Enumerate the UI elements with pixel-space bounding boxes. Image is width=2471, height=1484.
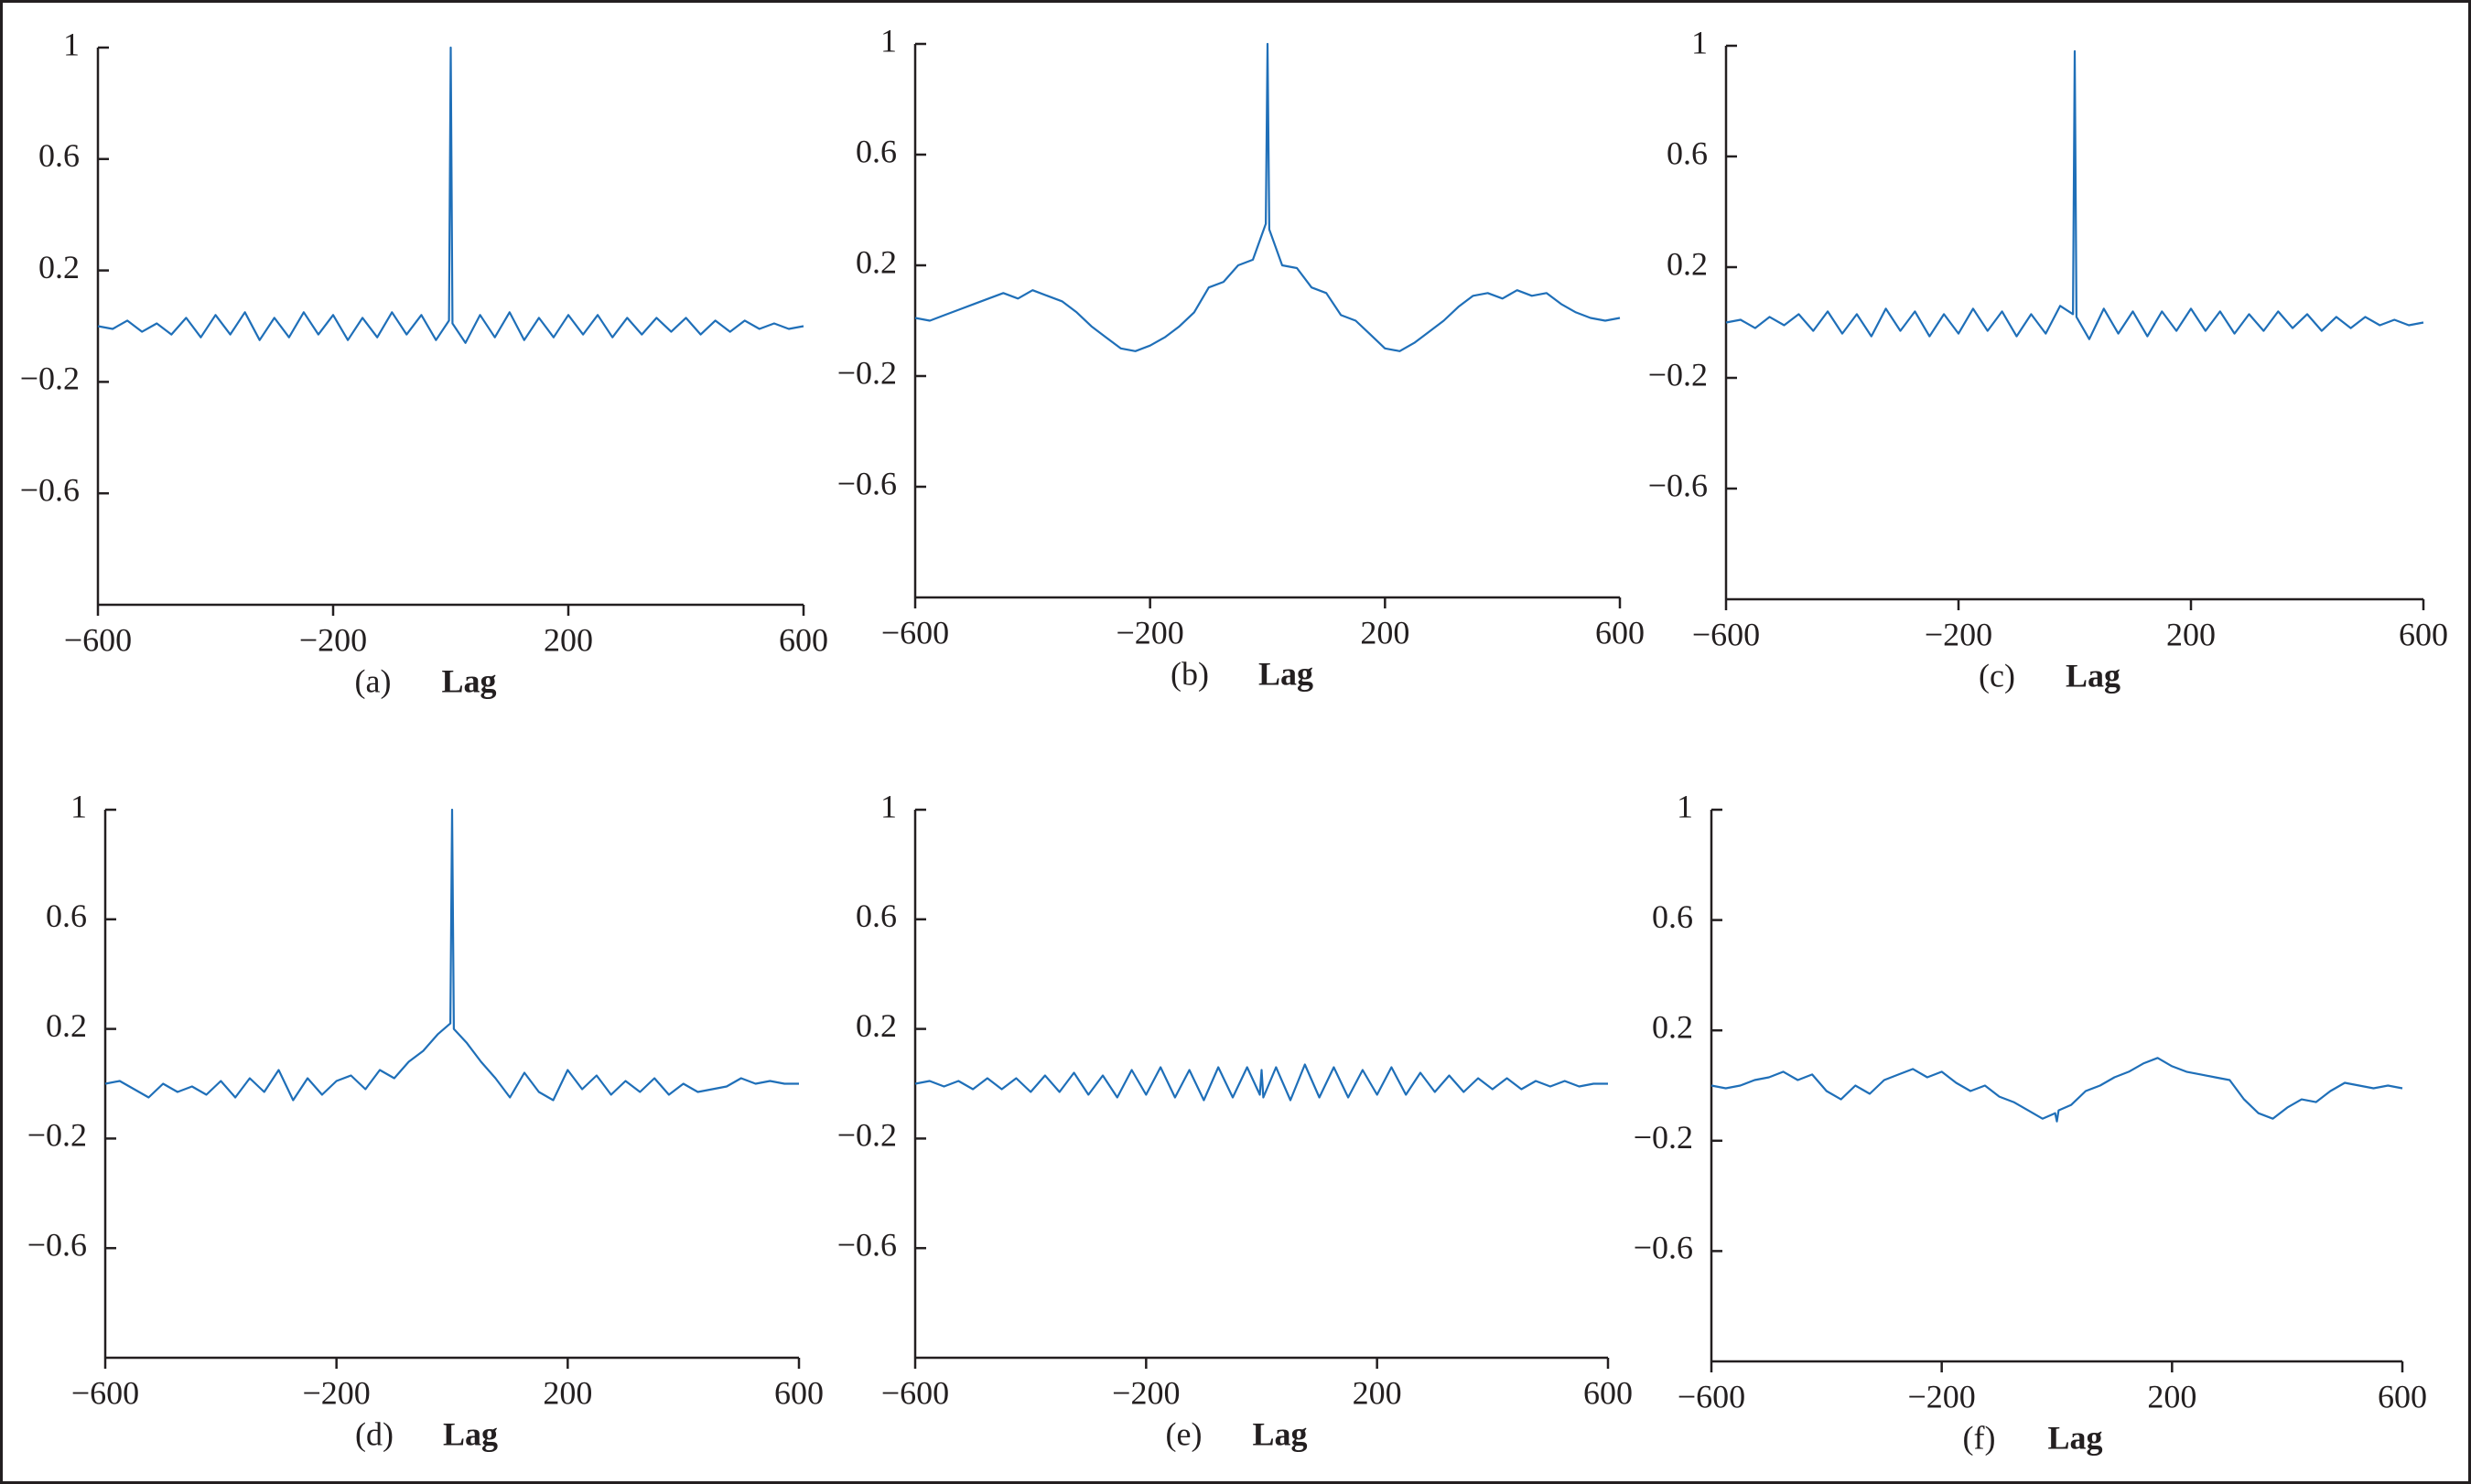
y-tick-label: 0.2	[856, 1007, 897, 1044]
x-tick-label: 600	[774, 1374, 824, 1411]
x-tick-label: 600	[1595, 614, 1645, 651]
x-tick-label: −200	[1925, 616, 1992, 652]
x-tick-label: −600	[881, 614, 949, 651]
x-axis-label: Lag	[1252, 1415, 1307, 1452]
x-tick-label: −200	[299, 621, 367, 658]
y-tick-label: 1	[880, 788, 897, 824]
data-line	[1725, 49, 2424, 340]
x-tick-label: −200	[1112, 1374, 1180, 1411]
y-tick-label: 0.6	[1652, 898, 1693, 935]
y-tick-label: 0.2	[38, 249, 80, 285]
y-tick-label: 0.6	[46, 898, 87, 934]
x-tick-label: 600	[779, 621, 828, 658]
data-line	[1710, 1057, 2403, 1123]
y-tick-label: 0.6	[856, 898, 897, 934]
y-tick-label: 0.2	[856, 243, 897, 280]
data-line	[97, 46, 804, 344]
y-tick-label: −0.2	[1648, 356, 1708, 393]
x-tick-label: −600	[71, 1374, 139, 1411]
y-tick-label: 0.2	[1652, 1008, 1693, 1045]
x-tick-label: −600	[1678, 1378, 1745, 1414]
x-tick-label: 600	[2399, 616, 2448, 652]
x-axis-label: Lag	[443, 1415, 498, 1452]
panel-caption: (b)	[1171, 655, 1209, 692]
data-line	[104, 808, 799, 1102]
panel-caption: (d)	[355, 1415, 394, 1452]
x-tick-label: 200	[543, 1374, 592, 1411]
x-axis-label: Lag	[2047, 1419, 2102, 1456]
x-axis-label: Lag	[441, 662, 496, 699]
y-tick-label: −0.6	[20, 471, 80, 508]
y-tick-label: 0.2	[46, 1007, 87, 1044]
y-tick-label: −0.2	[27, 1117, 87, 1154]
x-tick-label: 200	[2166, 616, 2216, 652]
y-tick-label: 0.6	[856, 133, 897, 169]
y-tick-label: 1	[70, 788, 87, 824]
y-tick-label: −0.2	[1634, 1119, 1693, 1156]
panel-caption: (a)	[355, 662, 392, 699]
y-tick-label: −0.6	[1648, 467, 1708, 503]
y-tick-label: 1	[1691, 24, 1708, 60]
y-tick-label: 0.2	[1667, 245, 1708, 282]
y-tick-label: −0.6	[1634, 1230, 1693, 1266]
y-tick-label: 1	[880, 22, 897, 59]
x-tick-label: 200	[544, 621, 593, 658]
y-tick-label: −0.6	[837, 1226, 897, 1263]
x-tick-label: −200	[303, 1374, 371, 1411]
y-tick-label: 0.6	[1667, 134, 1708, 171]
x-tick-label: −600	[881, 1374, 949, 1411]
x-tick-label: 200	[1360, 614, 1409, 651]
y-tick-label: 1	[63, 26, 80, 62]
x-tick-label: 600	[1583, 1374, 1633, 1411]
x-tick-label: −600	[64, 621, 132, 658]
data-line	[914, 1063, 1608, 1102]
x-tick-label: 200	[1353, 1374, 1402, 1411]
panel-caption: (e)	[1166, 1415, 1203, 1452]
x-tick-label: −200	[1908, 1378, 1976, 1414]
x-tick-label: 200	[2147, 1378, 2196, 1414]
panel-caption: (c)	[1979, 657, 2015, 694]
y-tick-label: −0.6	[27, 1226, 87, 1263]
x-axis-label: Lag	[1258, 655, 1313, 692]
y-tick-label: −0.6	[837, 465, 897, 501]
x-axis-label: Lag	[2066, 657, 2120, 694]
y-tick-label: −0.2	[837, 354, 897, 391]
x-tick-label: 600	[2378, 1378, 2427, 1414]
panel-caption: (f)	[1963, 1419, 1996, 1456]
x-tick-label: −200	[1117, 614, 1184, 651]
y-tick-label: −0.2	[20, 360, 80, 397]
data-line	[914, 42, 1621, 352]
x-tick-label: −600	[1692, 616, 1760, 652]
y-tick-label: −0.2	[837, 1117, 897, 1154]
y-tick-label: 0.6	[38, 137, 80, 174]
y-tick-label: 1	[1677, 788, 1693, 824]
